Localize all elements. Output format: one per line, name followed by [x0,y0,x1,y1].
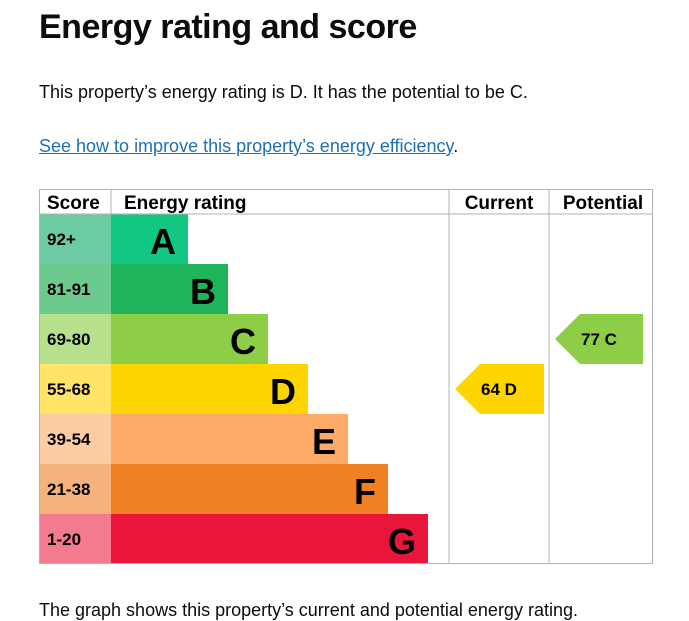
rating-bar-A [111,214,188,264]
score-cell-D [39,364,111,414]
rating-bar-D [111,364,308,414]
header-current: Current [465,193,534,214]
rating-letter-C: C [230,321,256,362]
graph-description: The graph shows this property’s current … [39,600,578,620]
score-cell-F [39,464,111,514]
header-energy-rating: Energy rating [124,193,246,214]
header-potential: Potential [563,193,643,214]
score-label-F: 21-38 [47,480,90,499]
rating-letter-B: B [190,271,216,312]
score-label-E: 39-54 [47,430,91,449]
page-title: Energy rating and score [39,8,417,46]
score-label-G: 1-20 [47,530,81,549]
rating-letter-D: D [270,371,296,412]
score-cell-A [39,214,111,264]
rating-bar-E [111,414,348,464]
rating-letter-A: A [150,221,176,262]
rating-letter-E: E [312,421,336,462]
rating-bar-B [111,264,228,314]
rating-bar-G [111,514,428,564]
current-rating-label: 64 D [481,380,517,399]
score-label-A: 92+ [47,230,76,249]
potential-rating-arrow [555,314,643,364]
score-cell-B [39,264,111,314]
link-suffix: . [453,136,459,156]
energy-rating-chart: Score Energy rating Current Potential 92+ A 81… [39,189,653,564]
chart-border [39,189,653,564]
improve-efficiency-link[interactable]: See how to improve this property’s energ… [39,136,454,156]
rating-letter-F: F [354,471,376,512]
rating-bar-C [111,314,268,364]
score-cell-E [39,414,111,464]
current-rating-arrow [455,364,544,414]
score-label-C: 69-80 [47,330,90,349]
score-label-B: 81-91 [47,280,90,299]
score-cell-G [39,514,111,564]
score-label-D: 55-68 [47,380,90,399]
improve-link-paragraph: See how to improve this property’s energ… [39,136,458,157]
header-score: Score [47,193,100,214]
rating-bar-F [111,464,388,514]
potential-rating-label: 77 C [581,330,617,349]
rating-letter-G: G [388,521,416,562]
rating-summary: This property’s energy rating is D. It h… [39,82,528,102]
score-cell-C [39,314,111,364]
